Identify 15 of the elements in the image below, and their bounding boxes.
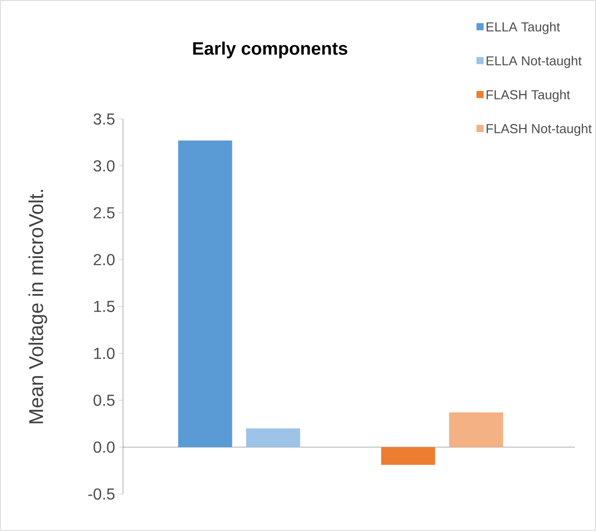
legend-label: ELLA Not-taught bbox=[486, 56, 582, 68]
y-tick-label: 0.5 bbox=[94, 394, 115, 406]
y-tick-label: 0.0 bbox=[94, 441, 115, 453]
y-tick-label: 2.5 bbox=[94, 207, 115, 218]
y-tick-label: 1.5 bbox=[94, 300, 115, 312]
legend-label: FLASH Taught bbox=[486, 90, 570, 102]
y-tick-label: 2.0 bbox=[94, 254, 115, 266]
chart-title: Early components bbox=[193, 42, 348, 58]
y-tick-label: 3.5 bbox=[94, 113, 115, 125]
y-tick-label: 1.0 bbox=[94, 348, 115, 360]
y-tick-label: 3.0 bbox=[94, 160, 115, 172]
legend-label: FLASH Not-taught bbox=[486, 124, 592, 136]
legend-label: ELLA Taught bbox=[486, 22, 560, 34]
y-tick-label: -0.5 bbox=[88, 488, 115, 500]
y-axis-title: Mean Voltage in microVolt. bbox=[28, 190, 48, 424]
